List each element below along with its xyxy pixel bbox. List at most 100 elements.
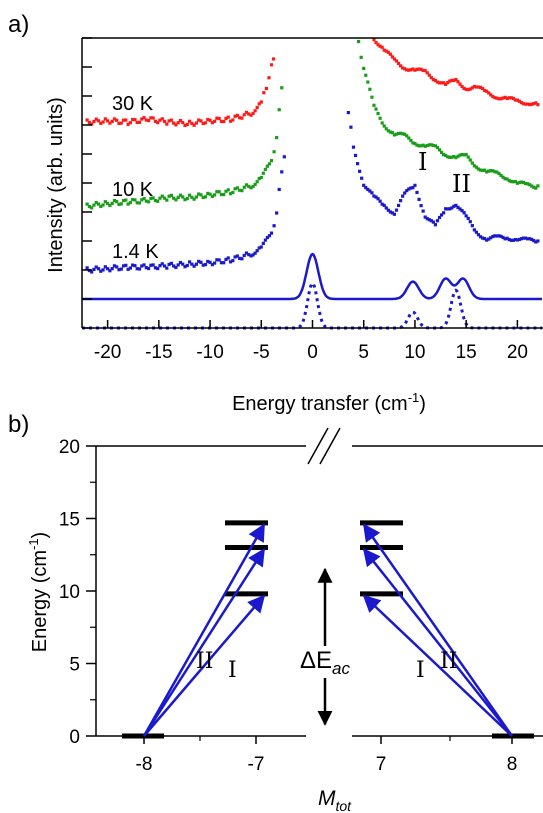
data-point bbox=[247, 253, 251, 257]
data-point bbox=[269, 231, 274, 235]
data-point bbox=[153, 198, 158, 203]
data-point bbox=[165, 122, 169, 126]
data-point bbox=[427, 73, 431, 77]
data-point bbox=[257, 177, 261, 181]
data-point bbox=[392, 57, 397, 61]
data-point bbox=[119, 202, 123, 206]
data-point bbox=[413, 183, 417, 187]
data-point bbox=[401, 132, 405, 136]
data-point bbox=[121, 264, 126, 268]
data-point bbox=[217, 190, 221, 194]
data-point bbox=[213, 261, 217, 265]
data-point bbox=[388, 210, 392, 214]
data-point bbox=[251, 184, 255, 189]
data-point bbox=[483, 168, 487, 172]
data-point bbox=[444, 82, 448, 87]
data-point bbox=[376, 197, 380, 201]
data-point bbox=[280, 170, 284, 174]
data-point bbox=[353, 153, 358, 158]
data-point bbox=[265, 235, 270, 240]
series-label-10k: 10 K bbox=[112, 179, 154, 201]
data-point bbox=[411, 67, 415, 71]
data-point bbox=[437, 81, 442, 85]
data-point bbox=[124, 118, 128, 122]
data-point bbox=[466, 155, 470, 159]
data-point bbox=[462, 153, 466, 157]
data-point bbox=[489, 169, 493, 173]
panel-b-y-ticks: 0 5 10 15 20 bbox=[59, 437, 513, 748]
data-point bbox=[149, 263, 153, 267]
data-point bbox=[454, 77, 458, 82]
data-point bbox=[366, 80, 370, 84]
data-point bbox=[208, 118, 212, 122]
data-point bbox=[364, 73, 368, 77]
data-point bbox=[466, 216, 470, 220]
data-point bbox=[271, 57, 276, 61]
data-point bbox=[224, 257, 228, 262]
data-point bbox=[96, 202, 101, 206]
data-point bbox=[169, 193, 173, 197]
data-point bbox=[409, 68, 413, 72]
b-y-tick-label: 15 bbox=[59, 510, 80, 531]
data-point bbox=[242, 253, 246, 258]
data-point bbox=[355, 162, 360, 166]
data-point bbox=[433, 144, 438, 148]
transition-label-ii-left: II bbox=[196, 649, 213, 674]
data-point bbox=[240, 116, 244, 120]
data-point bbox=[238, 256, 242, 260]
data-point bbox=[146, 266, 151, 271]
data-point bbox=[133, 264, 137, 268]
data-point bbox=[468, 158, 472, 162]
data-point bbox=[222, 261, 226, 265]
data-point bbox=[206, 259, 210, 264]
data-point bbox=[101, 120, 105, 124]
a-x-tick-label: 10 bbox=[404, 342, 425, 363]
data-point bbox=[368, 87, 372, 91]
data-point bbox=[501, 235, 505, 240]
data-point bbox=[378, 116, 382, 120]
series-label-1p4k: 1.4 K bbox=[112, 241, 159, 263]
data-point bbox=[137, 120, 142, 124]
data-point bbox=[160, 117, 164, 121]
data-point bbox=[435, 80, 440, 84]
data-point bbox=[267, 162, 272, 166]
a-x-tick-label: -5 bbox=[253, 342, 270, 363]
data-point bbox=[133, 198, 137, 202]
data-point bbox=[94, 265, 98, 269]
data-point bbox=[247, 112, 251, 116]
data-point bbox=[282, 155, 286, 159]
data-point bbox=[240, 257, 244, 261]
energy-gap-label: ΔEac bbox=[300, 647, 351, 678]
data-point bbox=[263, 238, 267, 242]
data-point bbox=[409, 186, 413, 190]
data-point bbox=[374, 107, 378, 111]
data-point bbox=[99, 204, 103, 209]
data-point bbox=[491, 234, 495, 239]
data-point bbox=[530, 237, 534, 242]
data-point bbox=[431, 143, 435, 148]
data-point bbox=[275, 136, 279, 140]
data-point bbox=[489, 236, 493, 240]
data-point bbox=[185, 197, 189, 201]
data-point bbox=[464, 87, 468, 91]
data-point bbox=[140, 198, 144, 202]
data-point bbox=[523, 102, 528, 106]
data-point bbox=[427, 143, 431, 147]
data-point bbox=[277, 108, 281, 112]
data-point bbox=[386, 129, 390, 133]
data-point bbox=[470, 224, 474, 228]
data-point bbox=[513, 98, 517, 102]
data-point bbox=[121, 199, 126, 203]
transition-arrow-right bbox=[362, 523, 514, 737]
data-point bbox=[217, 116, 221, 121]
data-point bbox=[384, 49, 388, 53]
data-point bbox=[499, 97, 503, 101]
data-point bbox=[222, 119, 226, 124]
data-point bbox=[474, 85, 479, 89]
data-point bbox=[190, 195, 194, 199]
data-point bbox=[372, 38, 376, 42]
data-point bbox=[452, 154, 456, 159]
data-point bbox=[444, 207, 448, 211]
data-point bbox=[226, 256, 230, 260]
data-point bbox=[165, 266, 169, 270]
